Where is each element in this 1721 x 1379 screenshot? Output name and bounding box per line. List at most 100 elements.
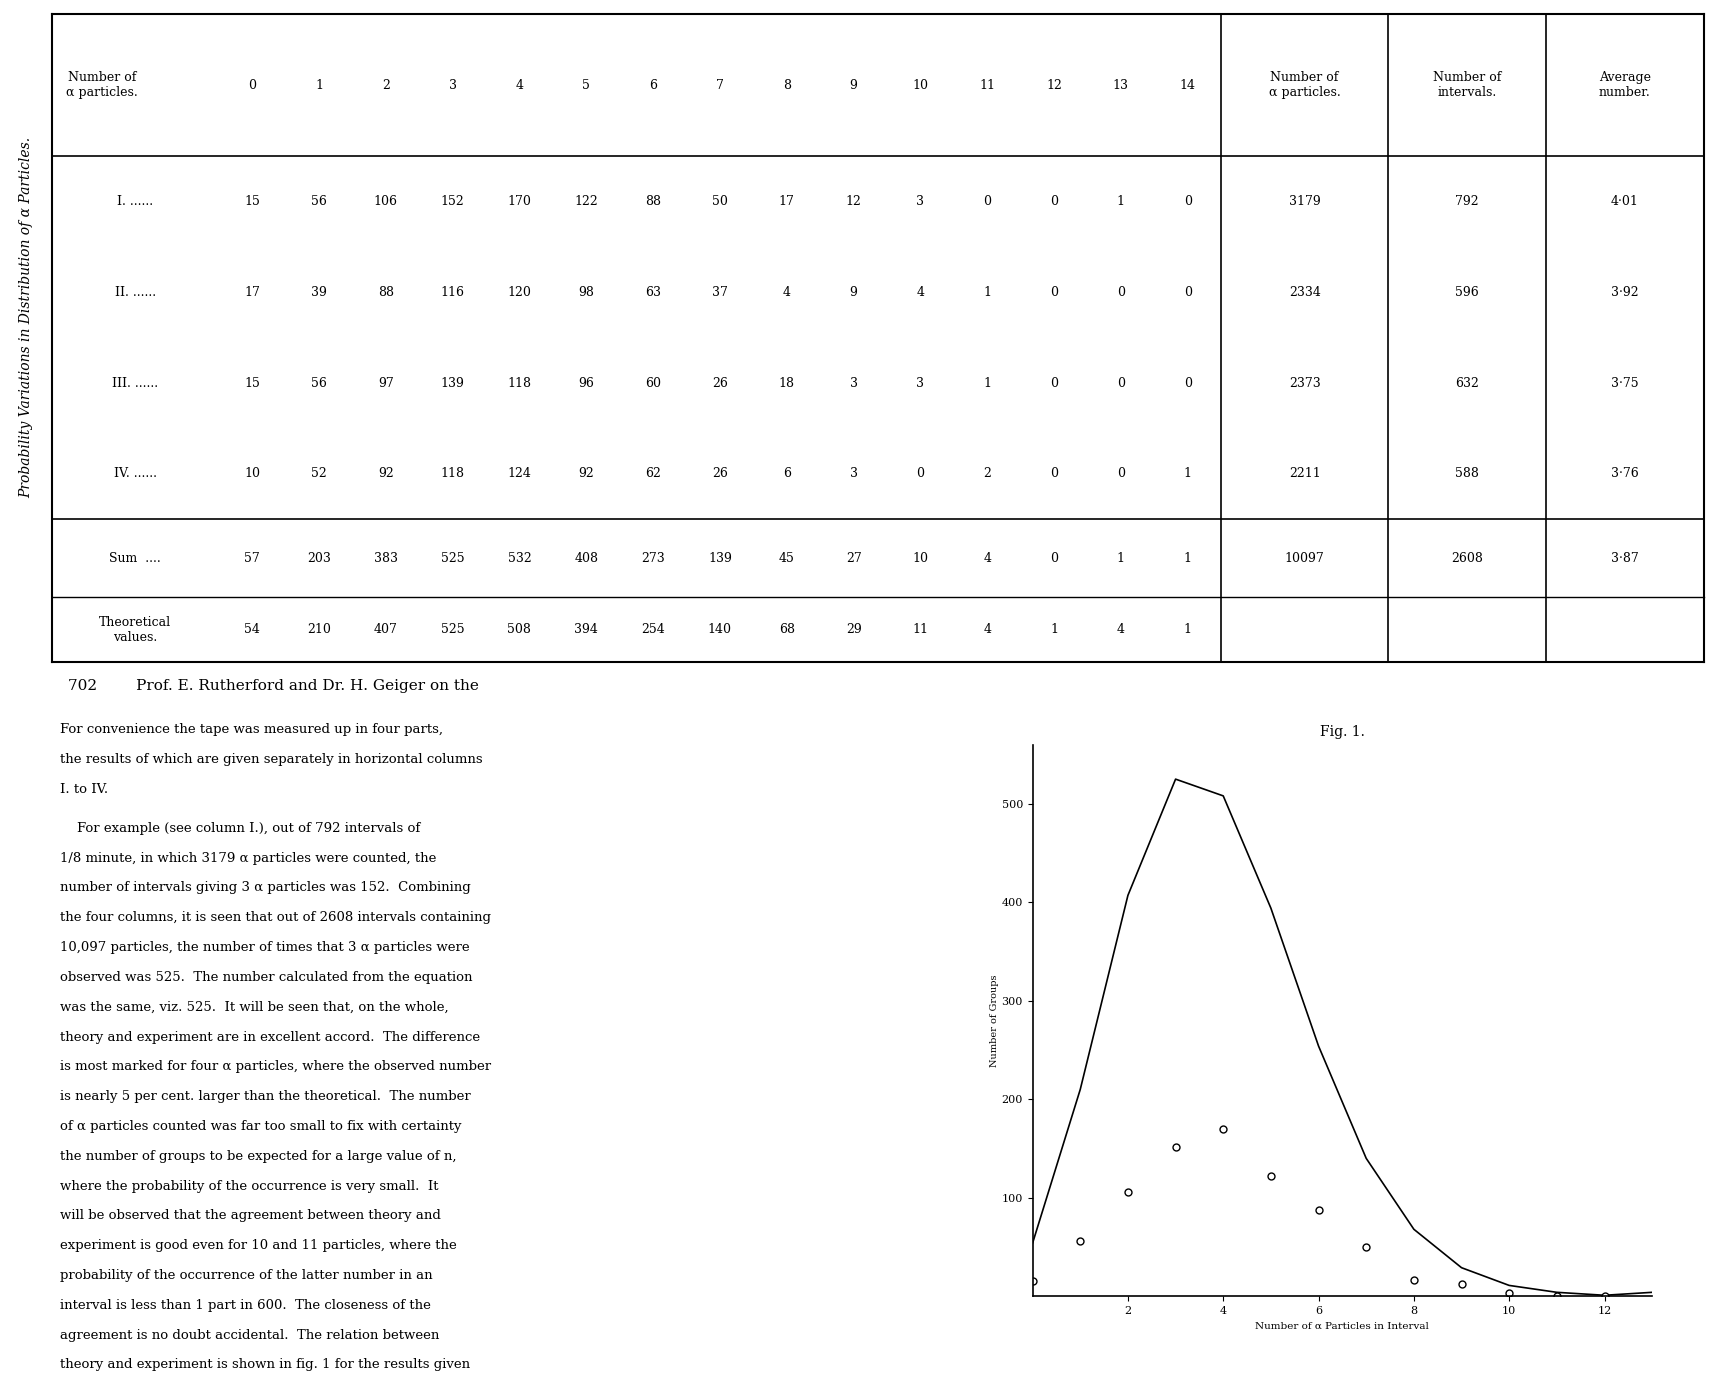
Text: 0: 0 bbox=[1117, 285, 1126, 299]
Text: 18: 18 bbox=[778, 376, 795, 390]
Text: 2373: 2373 bbox=[1289, 376, 1320, 390]
Text: Sum  ....: Sum .... bbox=[110, 552, 162, 565]
Text: Number of
α particles.: Number of α particles. bbox=[1268, 72, 1341, 99]
Text: 17: 17 bbox=[780, 196, 795, 208]
Text: the number of groups to be expected for a large value of n,: the number of groups to be expected for … bbox=[60, 1150, 456, 1162]
Text: 3: 3 bbox=[449, 79, 456, 91]
Text: 106: 106 bbox=[373, 196, 398, 208]
Text: of α particles counted was far too small to fix with certainty: of α particles counted was far too small… bbox=[60, 1120, 461, 1134]
Text: 3·76: 3·76 bbox=[1611, 467, 1638, 480]
Text: 0: 0 bbox=[1050, 376, 1058, 390]
Text: 0: 0 bbox=[1050, 196, 1058, 208]
Text: III. ......: III. ...... bbox=[112, 376, 158, 390]
Text: interval is less than 1 part in 600.  The closeness of the: interval is less than 1 part in 600. The… bbox=[60, 1299, 430, 1311]
Text: 4: 4 bbox=[515, 79, 523, 91]
Text: 4: 4 bbox=[1117, 623, 1126, 636]
Text: 1: 1 bbox=[983, 376, 991, 390]
Text: Number of
intervals.: Number of intervals. bbox=[1434, 72, 1501, 99]
Text: 254: 254 bbox=[642, 623, 664, 636]
Text: For convenience the tape was measured up in four parts,: For convenience the tape was measured up… bbox=[60, 724, 444, 736]
Text: is most marked for four α particles, where the observed number: is most marked for four α particles, whe… bbox=[60, 1060, 492, 1073]
Text: 4: 4 bbox=[783, 285, 790, 299]
Text: agreement is no doubt accidental.  The relation between: agreement is no doubt accidental. The re… bbox=[60, 1328, 439, 1342]
Text: 792: 792 bbox=[1456, 196, 1478, 208]
Text: 3·75: 3·75 bbox=[1611, 376, 1638, 390]
Text: 3: 3 bbox=[850, 467, 857, 480]
Text: 45: 45 bbox=[780, 552, 795, 565]
Text: 10097: 10097 bbox=[1286, 552, 1325, 565]
Text: the results of which are given separately in horizontal columns: the results of which are given separatel… bbox=[60, 753, 484, 767]
Text: Number of
α particles.: Number of α particles. bbox=[65, 72, 138, 99]
Text: 1: 1 bbox=[983, 285, 991, 299]
Text: 50: 50 bbox=[712, 196, 728, 208]
Text: theory and experiment is shown in fig. 1 for the results given: theory and experiment is shown in fig. 1… bbox=[60, 1358, 470, 1372]
Text: II. ......: II. ...... bbox=[115, 285, 155, 299]
Text: is nearly 5 per cent. larger than the theoretical.  The number: is nearly 5 per cent. larger than the th… bbox=[60, 1091, 472, 1103]
Text: 407: 407 bbox=[373, 623, 398, 636]
Text: 2211: 2211 bbox=[1289, 467, 1320, 480]
Text: 0: 0 bbox=[1050, 552, 1058, 565]
Text: 4: 4 bbox=[916, 285, 924, 299]
Text: 10: 10 bbox=[912, 79, 928, 91]
Text: 15: 15 bbox=[244, 376, 260, 390]
Text: 152: 152 bbox=[441, 196, 465, 208]
Text: 57: 57 bbox=[244, 552, 260, 565]
Text: was the same, viz. 525.  It will be seen that, on the whole,: was the same, viz. 525. It will be seen … bbox=[60, 1001, 449, 1014]
Text: 0: 0 bbox=[1050, 467, 1058, 480]
Text: theory and experiment are in excellent accord.  The difference: theory and experiment are in excellent a… bbox=[60, 1030, 480, 1044]
Text: 29: 29 bbox=[845, 623, 862, 636]
Text: 0: 0 bbox=[248, 79, 256, 91]
Text: 4: 4 bbox=[983, 623, 991, 636]
Text: 116: 116 bbox=[441, 285, 465, 299]
Text: 0: 0 bbox=[1184, 285, 1191, 299]
Text: 15: 15 bbox=[244, 196, 260, 208]
Text: 10: 10 bbox=[912, 552, 928, 565]
Text: 12: 12 bbox=[1046, 79, 1062, 91]
Text: 6: 6 bbox=[649, 79, 657, 91]
Text: 88: 88 bbox=[645, 196, 661, 208]
Text: 1: 1 bbox=[1184, 552, 1191, 565]
Text: experiment is good even for 10 and 11 particles, where the: experiment is good even for 10 and 11 pa… bbox=[60, 1240, 458, 1252]
Text: 139: 139 bbox=[441, 376, 465, 390]
Text: 92: 92 bbox=[578, 467, 594, 480]
Text: 3: 3 bbox=[916, 196, 924, 208]
Text: 54: 54 bbox=[244, 623, 260, 636]
Text: 140: 140 bbox=[707, 623, 731, 636]
Text: 588: 588 bbox=[1456, 467, 1478, 480]
Text: 2608: 2608 bbox=[1451, 552, 1484, 565]
Text: 0: 0 bbox=[1050, 285, 1058, 299]
Text: 1: 1 bbox=[1117, 196, 1126, 208]
Text: 632: 632 bbox=[1456, 376, 1478, 390]
Y-axis label: Number of Groups: Number of Groups bbox=[990, 974, 998, 1067]
Text: probability of the occurrence of the latter number in an: probability of the occurrence of the lat… bbox=[60, 1269, 434, 1282]
Text: 124: 124 bbox=[508, 467, 532, 480]
Text: 97: 97 bbox=[379, 376, 394, 390]
Text: 27: 27 bbox=[845, 552, 862, 565]
Text: 1: 1 bbox=[315, 79, 324, 91]
Text: 9: 9 bbox=[850, 79, 857, 91]
Text: 408: 408 bbox=[575, 552, 599, 565]
Text: 525: 525 bbox=[441, 552, 465, 565]
Text: 525: 525 bbox=[441, 623, 465, 636]
Text: 6: 6 bbox=[783, 467, 790, 480]
Text: 1: 1 bbox=[1050, 623, 1058, 636]
Text: I. to IV.: I. to IV. bbox=[60, 783, 108, 796]
Text: 203: 203 bbox=[306, 552, 330, 565]
Text: 63: 63 bbox=[645, 285, 661, 299]
Text: 5: 5 bbox=[582, 79, 590, 91]
Text: 11: 11 bbox=[979, 79, 995, 91]
Title: Fig. 1.: Fig. 1. bbox=[1320, 725, 1365, 739]
Text: 118: 118 bbox=[508, 376, 532, 390]
Text: 1: 1 bbox=[1184, 467, 1191, 480]
Text: the four columns, it is seen that out of 2608 intervals containing: the four columns, it is seen that out of… bbox=[60, 912, 490, 924]
Text: 14: 14 bbox=[1179, 79, 1196, 91]
Text: 88: 88 bbox=[379, 285, 394, 299]
Text: 9: 9 bbox=[850, 285, 857, 299]
Text: 7: 7 bbox=[716, 79, 725, 91]
Text: 17: 17 bbox=[244, 285, 260, 299]
Text: number of intervals giving 3 α particles was 152.  Combining: number of intervals giving 3 α particles… bbox=[60, 881, 472, 895]
Text: 52: 52 bbox=[312, 467, 327, 480]
Text: 596: 596 bbox=[1456, 285, 1478, 299]
Text: 56: 56 bbox=[312, 376, 327, 390]
Text: 0: 0 bbox=[1117, 376, 1126, 390]
